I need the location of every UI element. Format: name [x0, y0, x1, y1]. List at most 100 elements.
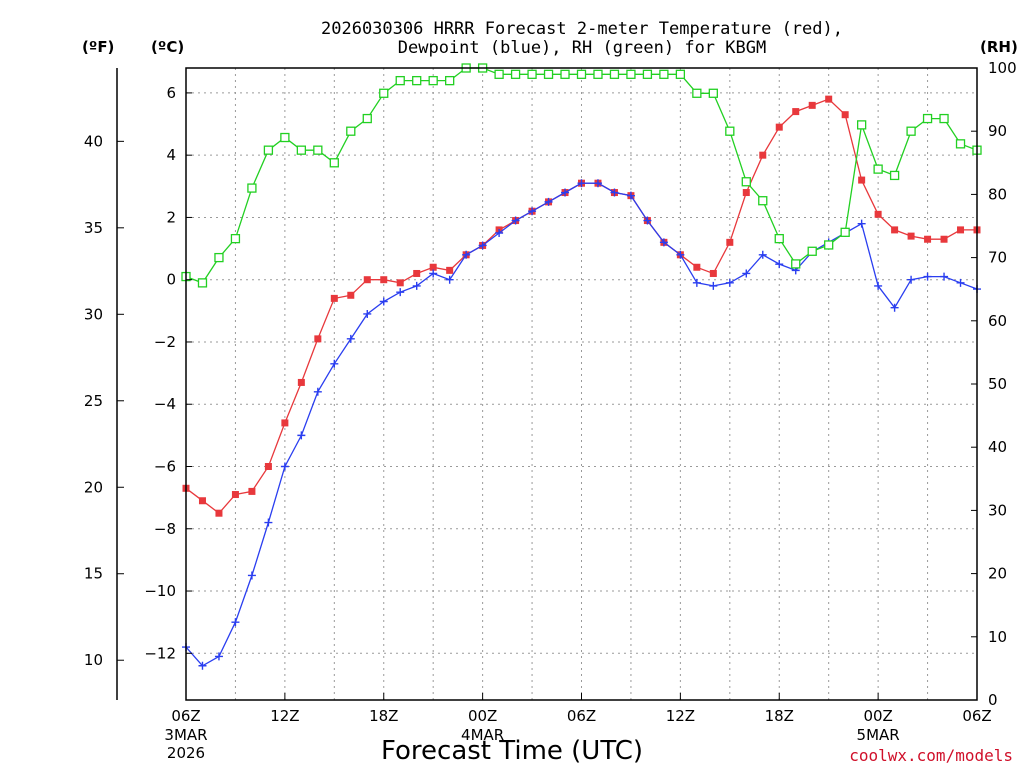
- temperature-point: [314, 335, 322, 343]
- dewpoint-point: [313, 387, 322, 396]
- rh-point: [296, 145, 307, 155]
- fahrenheit-tick-label: 25: [84, 392, 103, 410]
- x-tick-year: 2026: [167, 744, 205, 762]
- rh-point: [675, 69, 686, 79]
- rh-point: [955, 139, 966, 149]
- temperature-point: [742, 189, 750, 197]
- celsius-tick-label: 4: [166, 146, 176, 164]
- rh-tick-label: 20: [988, 565, 1007, 583]
- temperature-point: [759, 151, 767, 159]
- temperature-point: [940, 235, 948, 243]
- temperature-point: [792, 108, 800, 116]
- x-tick-label: 00Z: [863, 707, 892, 725]
- rh-point: [807, 246, 817, 256]
- fahrenheit-unit-label: (ºF): [82, 38, 114, 56]
- x-tick-label: 06Z: [567, 707, 596, 725]
- temperature-point: [709, 269, 717, 277]
- fahrenheit-tick-label: 20: [84, 478, 103, 496]
- temperature-point: [215, 509, 223, 517]
- dewpoint-point: [280, 462, 289, 471]
- axes: −12 −10 −8 −6 −4 −2 0 2 4 6 10 15 20 25 30 35 40 0 10 20 30 4…: [84, 59, 1017, 762]
- celsius-tick-label: 0: [166, 271, 176, 289]
- rh-tick-label: 100: [988, 59, 1017, 77]
- dewpoint-point: [775, 260, 784, 269]
- dewpoint-point: [923, 272, 932, 281]
- rh-point: [230, 233, 241, 244]
- celsius-tick-label: −4: [154, 395, 176, 413]
- rh-point: [445, 75, 455, 86]
- temperature-point: [907, 232, 915, 240]
- rh-point: [214, 252, 224, 263]
- dewpoint-point: [593, 179, 602, 188]
- dewpoint-point: [363, 309, 372, 318]
- x-tick-label: 12Z: [270, 707, 299, 725]
- rh-point: [840, 227, 850, 237]
- fahrenheit-tick-label: 10: [84, 651, 103, 669]
- rh-tick-label: 60: [988, 312, 1007, 330]
- temperature-point: [231, 491, 239, 499]
- rh-point: [379, 88, 389, 98]
- dewpoint-point: [330, 359, 339, 368]
- rh-point: [247, 183, 257, 193]
- dewpoint-point: [412, 281, 421, 290]
- temperature-point: [891, 226, 899, 234]
- temperature-point: [363, 276, 371, 284]
- celsius-tick-label: 2: [166, 208, 176, 226]
- x-tick-label: 06Z: [171, 707, 200, 725]
- temperature-point: [693, 263, 701, 271]
- temperature-point: [380, 276, 388, 284]
- celsius-tick-label: −12: [144, 644, 176, 662]
- rh-tick-label: 90: [988, 122, 1007, 140]
- rh-point: [906, 126, 916, 136]
- dewpoint-point: [445, 275, 454, 284]
- temperature-point: [825, 95, 833, 103]
- dewpoint-point: [874, 281, 883, 290]
- temperature-point: [198, 497, 206, 505]
- dewpoint-point: [577, 179, 586, 188]
- dewpoint-point: [676, 250, 685, 259]
- chart-title-line1: 2026030306 HRRR Forecast 2-meter Tempera…: [321, 19, 843, 39]
- dewpoint-point: [758, 250, 767, 259]
- rh-point: [263, 145, 274, 155]
- dewpoint-point: [857, 219, 866, 228]
- dewpoint-point: [495, 229, 504, 238]
- dewpoint-point: [198, 661, 207, 670]
- dewpoint-point: [709, 281, 718, 290]
- celsius-tick-label: −6: [154, 458, 176, 476]
- dewpoint-point: [742, 269, 751, 278]
- x-tick-label: 12Z: [666, 707, 695, 725]
- rh-point: [197, 278, 208, 288]
- rh-point: [412, 75, 422, 86]
- dewpoint-point: [907, 275, 916, 284]
- dewpoint-point: [511, 216, 520, 225]
- dewpoint-point: [956, 278, 965, 287]
- rh-point: [725, 126, 735, 136]
- temperature-point: [413, 269, 421, 277]
- dewpoint-point: [214, 652, 223, 661]
- fahrenheit-tick-label: 15: [84, 565, 103, 583]
- rh-point: [626, 69, 636, 79]
- rh-point: [889, 170, 900, 181]
- dewpoint-point: [462, 250, 471, 259]
- dewpoint-point: [940, 272, 949, 281]
- rh-point: [593, 69, 603, 79]
- x-tick-date: 5MAR: [857, 726, 900, 744]
- rh-point: [609, 69, 620, 79]
- rh-point: [791, 259, 801, 269]
- rh-point: [692, 88, 702, 98]
- rh-tick-label: 30: [988, 501, 1007, 519]
- rh-tick-label: 80: [988, 185, 1007, 203]
- temperature-point: [297, 378, 305, 386]
- temperature-point: [281, 419, 289, 427]
- dewpoint-point: [396, 288, 405, 297]
- dewpoint-point: [659, 238, 668, 247]
- rh-point: [560, 69, 570, 79]
- dewpoint-point: [725, 278, 734, 287]
- x-axis-label: Forecast Time (UTC): [381, 736, 643, 766]
- x-tick-date: 4MAR: [461, 726, 504, 744]
- temperature-point: [396, 279, 404, 287]
- dewpoint-point: [231, 618, 240, 627]
- temperature-point: [330, 294, 338, 302]
- credit-label: coolwx.com/models: [849, 746, 1013, 765]
